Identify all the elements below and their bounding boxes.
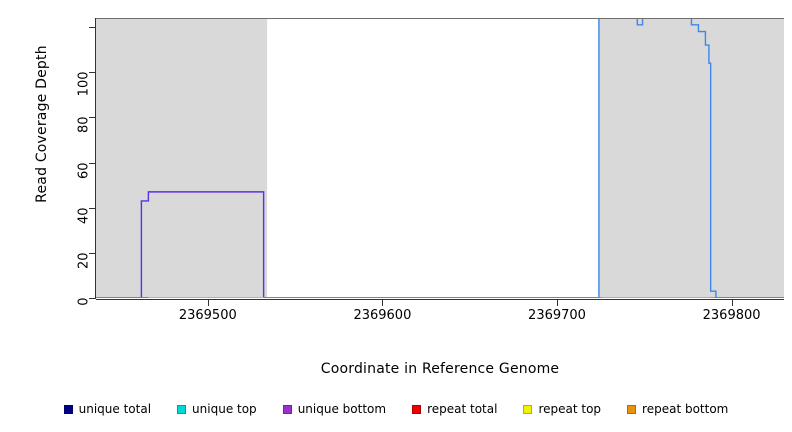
y-tick bbox=[89, 27, 95, 28]
x-axis-title: Coordinate in Reference Genome bbox=[320, 361, 560, 377]
y-axis-title: Read Coverage Depth bbox=[34, 45, 50, 203]
legend-swatch-icon bbox=[523, 404, 533, 414]
legend-item-unique-total[interactable]: unique total bbox=[63, 402, 152, 416]
y-tick bbox=[89, 252, 95, 254]
legend-swatch-icon bbox=[627, 404, 637, 414]
x-axis-line bbox=[96, 299, 784, 300]
legend-item-unique-bottom[interactable]: unique bottom bbox=[282, 402, 387, 416]
x-tick bbox=[557, 300, 558, 306]
legend-swatch-icon bbox=[63, 404, 73, 414]
x-tick-label: 2369600 bbox=[353, 308, 412, 323]
x-tick bbox=[207, 300, 209, 306]
y-tick-label: 40 bbox=[76, 207, 92, 224]
x-tick bbox=[382, 300, 384, 306]
repeat-region-right bbox=[598, 18, 784, 298]
plot-area bbox=[96, 18, 784, 298]
y-tick bbox=[89, 117, 95, 119]
y-tick-label-wrap: 40 bbox=[42, 207, 92, 224]
y-tick-label-wrap: 60 bbox=[42, 162, 92, 179]
y-tick-label: 60 bbox=[76, 162, 92, 179]
y-tick bbox=[89, 298, 95, 299]
plot-svg bbox=[96, 18, 784, 298]
legend-label: unique top bbox=[192, 402, 257, 416]
x-tick-label: 2369700 bbox=[528, 308, 586, 323]
y-tick-label-wrap: 0 bbox=[42, 298, 92, 306]
y-tick bbox=[89, 72, 95, 74]
y-tick bbox=[89, 207, 95, 209]
legend-item-repeat-bottom[interactable]: repeat bottom bbox=[627, 403, 728, 415]
shaded-regions bbox=[96, 18, 784, 298]
legend-swatch-icon bbox=[412, 404, 422, 414]
legend-label: repeat bottom bbox=[642, 402, 729, 416]
y-axis-line bbox=[95, 18, 96, 299]
legend-swatch-icon bbox=[177, 404, 187, 414]
legend-label: unique bottom bbox=[297, 402, 387, 416]
legend-label: unique total bbox=[78, 402, 152, 416]
y-tick-label: 20 bbox=[76, 252, 92, 269]
repeat-region-left bbox=[96, 18, 268, 298]
y-tick-label-wrap: 80 bbox=[42, 117, 92, 134]
y-tick-label: 0 bbox=[76, 297, 92, 306]
x-tick-label: 2369500 bbox=[178, 308, 237, 323]
y-tick-label-wrap: 20 bbox=[42, 252, 92, 269]
x-tick bbox=[731, 300, 733, 306]
y-tick-label: 80 bbox=[76, 116, 92, 134]
series-high-coverage-overlay bbox=[96, 18, 784, 298]
series-lines bbox=[96, 18, 784, 298]
legend-item-unique-top[interactable]: unique top bbox=[177, 403, 257, 415]
series-unique-bottom bbox=[96, 191, 784, 298]
y-tick bbox=[89, 162, 95, 164]
chart-legend: unique total unique top unique bottom repea… bbox=[0, 398, 792, 420]
y-tick-label: 100 bbox=[76, 71, 92, 97]
legend-item-repeat-total[interactable]: repeat total bbox=[412, 403, 497, 415]
legend-item-repeat-top[interactable]: repeat top bbox=[523, 403, 601, 415]
x-tick-label: 2369800 bbox=[702, 308, 761, 323]
legend-label: repeat total bbox=[427, 402, 498, 416]
legend-swatch-icon bbox=[282, 404, 292, 414]
y-tick-label-wrap: 100 bbox=[42, 72, 92, 97]
legend-label: repeat top bbox=[538, 402, 602, 416]
